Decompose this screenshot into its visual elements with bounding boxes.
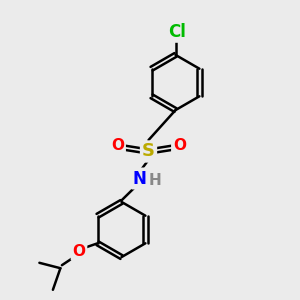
Text: O: O (173, 138, 186, 153)
Text: O: O (73, 244, 85, 259)
Text: Cl: Cl (168, 23, 186, 41)
Text: N: N (133, 169, 146, 188)
Text: O: O (111, 138, 124, 153)
Text: S: S (142, 142, 155, 160)
Text: H: H (149, 173, 161, 188)
